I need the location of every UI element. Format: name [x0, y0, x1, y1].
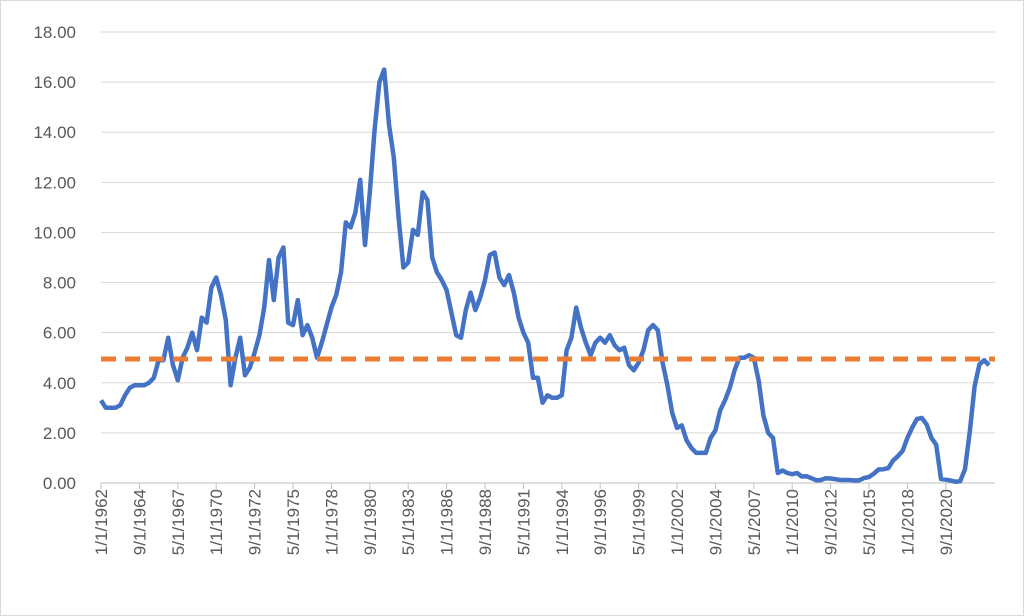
- x-tick-label: 5/1/2015: [860, 489, 879, 555]
- x-tick-label: 1/1/1994: [553, 489, 572, 555]
- y-tick-label: 10.00: [33, 223, 76, 242]
- y-tick-label: 14.00: [33, 123, 76, 142]
- x-tick-label: 5/1/1983: [399, 489, 418, 555]
- x-tick-label: 5/1/1999: [630, 489, 649, 555]
- x-tick-label: 5/1/1991: [514, 489, 533, 555]
- x-tick-label: 5/1/2007: [745, 489, 764, 555]
- x-tick-label: 1/1/2010: [783, 489, 802, 555]
- x-tick-label: 1/1/1978: [322, 489, 341, 555]
- y-tick-label: 4.00: [43, 374, 76, 393]
- x-tick-label: 1/1/2018: [898, 489, 917, 555]
- x-tick-label: 9/1/2020: [937, 489, 956, 555]
- y-tick-label: 18.00: [33, 23, 76, 42]
- x-tick-label: 9/1/1964: [130, 489, 149, 555]
- y-tick-label: 12.00: [33, 173, 76, 192]
- x-tick-label: 5/1/1967: [169, 489, 188, 555]
- x-tick-label: 1/1/1962: [92, 489, 111, 555]
- x-tick-label: 9/1/1972: [246, 489, 265, 555]
- x-tick-label: 9/1/1996: [591, 489, 610, 555]
- x-tick-label: 9/1/2012: [822, 489, 841, 555]
- y-tick-label: 0.00: [43, 474, 76, 493]
- x-tick-label: 1/1/1970: [207, 489, 226, 555]
- y-tick-label: 8.00: [43, 274, 76, 293]
- x-tick-label: 9/1/1988: [476, 489, 495, 555]
- x-tick-label: 1/1/1986: [438, 489, 457, 555]
- x-tick-label: 5/1/1975: [284, 489, 303, 555]
- x-tick-label: 9/1/2004: [706, 489, 725, 555]
- y-tick-label: 16.00: [33, 73, 76, 92]
- line-series: [99, 67, 991, 484]
- x-tick-label: 9/1/1980: [361, 489, 380, 555]
- x-tick-label: 1/1/2002: [668, 489, 687, 555]
- y-tick-label: 2.00: [43, 424, 76, 443]
- y-tick-label: 6.00: [43, 324, 76, 343]
